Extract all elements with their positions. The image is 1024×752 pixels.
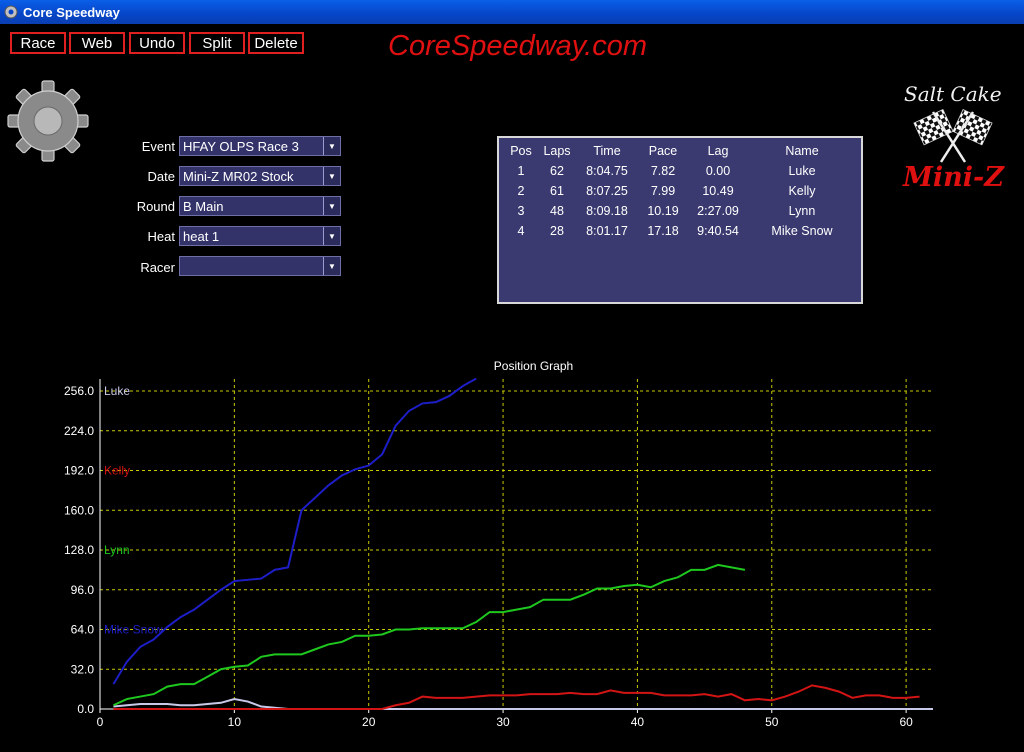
chevron-down-icon[interactable]: ▼ xyxy=(323,137,340,155)
brand-title: CoreSpeedway.com xyxy=(388,30,647,62)
gear-logo-icon xyxy=(7,80,89,162)
pace-cell: 10.19 xyxy=(647,204,679,218)
split-button[interactable]: Split xyxy=(189,32,245,54)
series-label: Mike Snow xyxy=(104,623,163,637)
lag-cell: 9:40.54 xyxy=(697,224,739,238)
name-cell: Lynn xyxy=(788,204,816,218)
date-label: Date xyxy=(147,169,175,184)
chevron-down-icon[interactable]: ▼ xyxy=(323,227,340,245)
heat-value: heat 1 xyxy=(183,228,220,244)
y-tick-label: 96.0 xyxy=(71,583,95,597)
lag-cell: 0.00 xyxy=(705,164,731,178)
series-line-mike-snow xyxy=(112,377,477,685)
pace-cell: 7.82 xyxy=(650,164,676,178)
results-table-panel: Pos Laps Time Pace Lag Name 1 62 8:04.75… xyxy=(497,136,863,304)
name-cell: Mike Snow xyxy=(771,224,833,238)
table-row[interactable]: 1 62 8:04.75 7.82 0.00 Luke xyxy=(503,161,855,181)
event-label: Event xyxy=(141,139,175,154)
y-tick-label: 0.0 xyxy=(77,702,94,716)
x-tick-label: 50 xyxy=(765,715,779,729)
racer-label: Racer xyxy=(140,260,175,275)
salt-cake-mini-z-logo: Salt Cake Mini-Z xyxy=(898,80,1008,200)
x-tick-label: 40 xyxy=(631,715,645,729)
column-header: Lag xyxy=(707,144,729,158)
gear-app-icon xyxy=(4,5,18,19)
series-line-kelly xyxy=(113,684,920,710)
y-tick-label: 160.0 xyxy=(64,503,94,517)
laps-cell: 62 xyxy=(550,164,564,178)
event-select[interactable]: HFAY OLPS Race 3 ▼ xyxy=(179,136,341,156)
pos-cell: 3 xyxy=(517,204,525,218)
column-header: Pace xyxy=(648,144,678,158)
date-select[interactable]: Mini-Z MR02 Stock ▼ xyxy=(179,166,341,186)
pace-cell: 7.99 xyxy=(650,184,676,198)
table-row[interactable]: 3 48 8:09.18 10.19 2:27.09 Lynn xyxy=(503,201,855,221)
x-tick-label: 20 xyxy=(362,715,376,729)
y-tick-label: 256.0 xyxy=(64,384,94,398)
round-select[interactable]: B Main ▼ xyxy=(179,196,341,216)
table-row[interactable]: 2 61 8:07.25 7.99 10.49 Kelly xyxy=(503,181,855,201)
chevron-down-icon[interactable]: ▼ xyxy=(323,257,340,275)
column-header: Name xyxy=(785,144,819,158)
x-tick-label: 0 xyxy=(97,715,104,729)
x-tick-label: 60 xyxy=(899,715,913,729)
time-cell: 8:09.18 xyxy=(586,204,628,218)
pos-cell: 4 xyxy=(517,224,525,238)
x-tick-label: 30 xyxy=(496,715,510,729)
column-header: Laps xyxy=(543,144,571,158)
series-label: Lynn xyxy=(104,543,130,557)
undo-button[interactable]: Undo xyxy=(129,32,185,54)
lag-cell: 2:27.09 xyxy=(697,204,739,218)
date-value: Mini-Z MR02 Stock xyxy=(183,168,294,184)
round-label: Round xyxy=(136,199,175,214)
pace-cell: 17.18 xyxy=(647,224,679,238)
checkered-flags-icon xyxy=(913,109,993,163)
racer-select[interactable]: ▼ xyxy=(179,256,341,276)
y-tick-label: 64.0 xyxy=(71,623,95,637)
chart-title: Position Graph xyxy=(494,359,573,373)
results-header-row: Pos Laps Time Pace Lag Name xyxy=(503,141,855,161)
chevron-down-icon[interactable]: ▼ xyxy=(323,197,340,215)
x-tick-label: 10 xyxy=(228,715,242,729)
logo-line2: Mini-Z xyxy=(903,162,1004,193)
logo-line1: Salt Cake xyxy=(904,82,1002,106)
time-cell: 8:01.17 xyxy=(586,224,628,238)
web-button[interactable]: Web xyxy=(69,32,125,54)
y-tick-label: 32.0 xyxy=(71,662,95,676)
series-label: Luke xyxy=(104,384,130,398)
series-line-luke xyxy=(113,698,933,710)
column-header: Pos xyxy=(510,144,532,158)
y-tick-label: 192.0 xyxy=(64,464,94,478)
time-cell: 8:07.25 xyxy=(586,184,628,198)
name-cell: Kelly xyxy=(788,184,816,198)
pos-cell: 2 xyxy=(517,184,525,198)
chevron-down-icon[interactable]: ▼ xyxy=(323,167,340,185)
window-title: Core Speedway xyxy=(23,4,120,20)
table-row[interactable]: 4 28 8:01.17 17.18 9:40.54 Mike Snow xyxy=(503,221,855,241)
y-tick-label: 128.0 xyxy=(64,543,94,557)
series-label: Kelly xyxy=(104,464,130,478)
round-value: B Main xyxy=(183,198,224,214)
lag-cell: 10.49 xyxy=(702,184,734,198)
pos-cell: 1 xyxy=(517,164,525,178)
heat-label: Heat xyxy=(147,229,175,244)
delete-button[interactable]: Delete xyxy=(248,32,304,54)
event-value: HFAY OLPS Race 3 xyxy=(183,138,299,154)
laps-cell: 61 xyxy=(550,184,564,198)
name-cell: Luke xyxy=(788,164,816,178)
series-line-lynn xyxy=(113,563,746,707)
results-table: Pos Laps Time Pace Lag Name 1 62 8:04.75… xyxy=(503,141,855,241)
title-bar: Core Speedway xyxy=(0,0,1024,24)
laps-cell: 28 xyxy=(550,224,564,238)
heat-select[interactable]: heat 1 ▼ xyxy=(179,226,341,246)
laps-cell: 48 xyxy=(550,204,564,218)
y-tick-label: 224.0 xyxy=(64,424,94,438)
race-button[interactable]: Race xyxy=(10,32,66,54)
column-header: Time xyxy=(593,144,621,158)
time-cell: 8:04.75 xyxy=(586,164,628,178)
